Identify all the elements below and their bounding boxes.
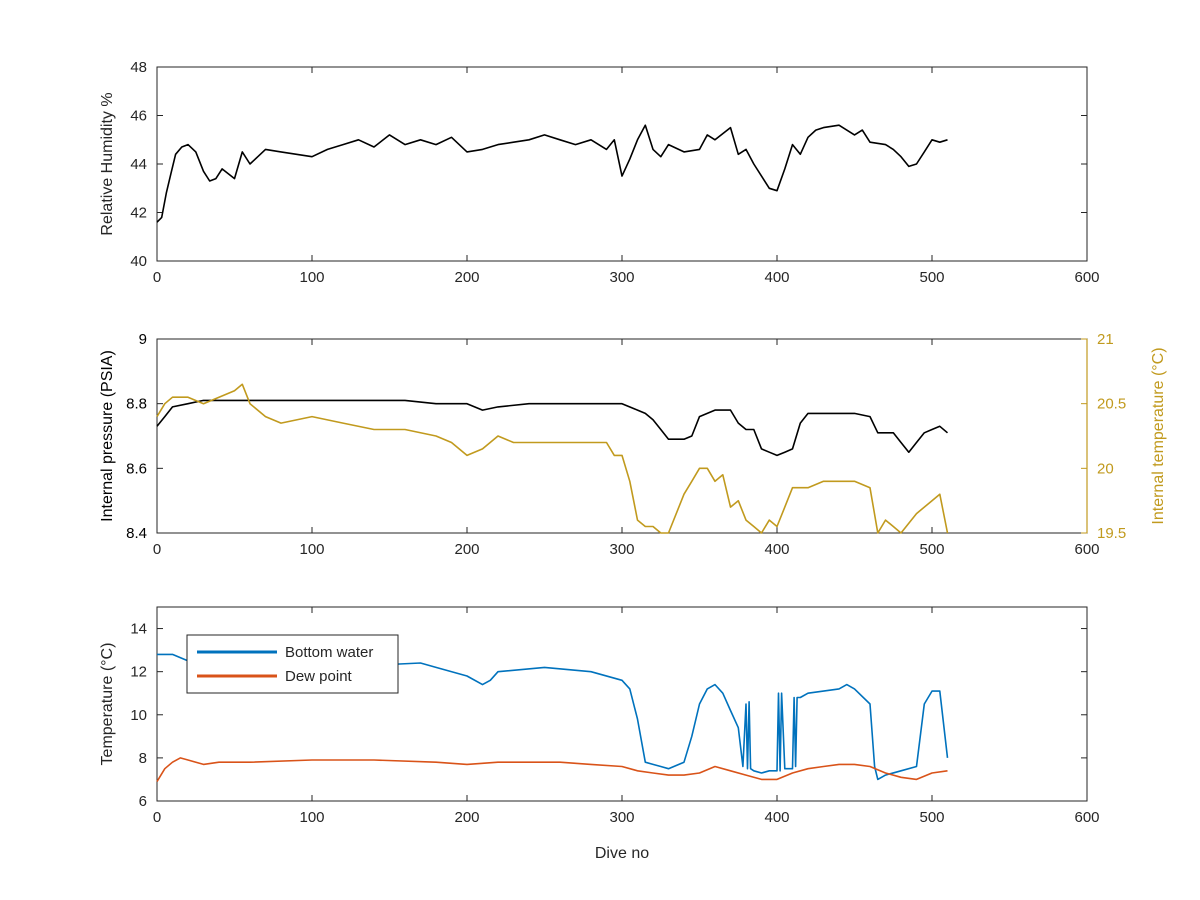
y2-tick-label: 19.5 — [1097, 525, 1126, 542]
y2-axis-label: Internal temperature (°C) — [1150, 347, 1167, 524]
x-tick-label: 200 — [454, 809, 479, 826]
series-line-1 — [156, 399, 949, 457]
x-tick-label: 0 — [153, 269, 161, 286]
axes-box — [156, 66, 1088, 262]
y-tick-label: 40 — [130, 253, 147, 270]
x-tick-label: 100 — [299, 541, 324, 558]
x-tick-label: 100 — [299, 269, 324, 286]
x-tick-label: 400 — [764, 269, 789, 286]
x-tick-label: 400 — [764, 809, 789, 826]
axes-box — [156, 338, 1088, 534]
x-tick-label: 300 — [609, 541, 634, 558]
legend-label: Dew point — [285, 668, 353, 685]
x-tick-label: 200 — [454, 541, 479, 558]
y-axis-label: Temperature (°C) — [99, 643, 116, 766]
x-tick-label: 100 — [299, 809, 324, 826]
x-tick-label: 500 — [919, 809, 944, 826]
x-tick-label: 300 — [609, 269, 634, 286]
subplot-2: 0 100 200 300 400 500 600 8.4 8.6 8.8 9 19.5 20 20.5 2… — [99, 331, 1167, 558]
y-tick-label: 10 — [130, 707, 147, 724]
y2-tick-label: 20 — [1097, 460, 1114, 477]
x-tick-label: 600 — [1074, 269, 1099, 286]
x-tick-label: 600 — [1074, 809, 1099, 826]
y-tick-label: 46 — [130, 108, 147, 125]
legend-box — [186, 634, 399, 694]
series-line-2 — [156, 383, 949, 534]
y-axis-label: Relative Humidity % — [99, 92, 116, 235]
x-tick-label: 200 — [454, 269, 479, 286]
y2-tick-label: 21 — [1097, 331, 1114, 348]
x-tick-label: 500 — [919, 541, 944, 558]
y-axis-label: Internal pressure (PSIA) — [99, 350, 116, 522]
y-tick-label: 12 — [130, 664, 147, 681]
x-tick-label: 600 — [1074, 541, 1099, 558]
x-tick-label: 500 — [919, 269, 944, 286]
y-tick-label: 8.4 — [126, 525, 147, 542]
x-axis-label: Dive no — [595, 845, 649, 862]
series-line-1 — [156, 124, 948, 223]
x-tick-label: 0 — [153, 541, 161, 558]
series-line-dew-point — [156, 757, 948, 783]
y-tick-label: 8.6 — [126, 460, 147, 477]
x-tick-label: 400 — [764, 541, 789, 558]
y-tick-label: 6 — [139, 793, 147, 810]
y-tick-label: 48 — [130, 59, 147, 76]
y-tick-label: 14 — [130, 621, 147, 638]
subplot-3: 0 100 200 300 400 500 600 6 8 10 12 14 Temperature (… — [99, 606, 1100, 862]
y-tick-label: 9 — [139, 331, 147, 348]
subplot-1: 0 100 200 300 400 500 600 40 42 44 46 48 Relative Hu… — [99, 59, 1100, 286]
series-line-bottom-water — [157, 653, 949, 781]
y-tick-label: 44 — [130, 156, 147, 173]
x-tick-label: 300 — [609, 809, 634, 826]
y-tick-label: 8.8 — [126, 396, 147, 413]
y-tick-label: 8 — [139, 750, 147, 767]
legend-label: Bottom water — [285, 644, 373, 661]
x-tick-label: 0 — [153, 809, 161, 826]
y-tick-label: 42 — [130, 205, 147, 222]
y2-tick-label: 20.5 — [1097, 396, 1126, 413]
legend: Bottom water Dew point — [186, 634, 399, 694]
